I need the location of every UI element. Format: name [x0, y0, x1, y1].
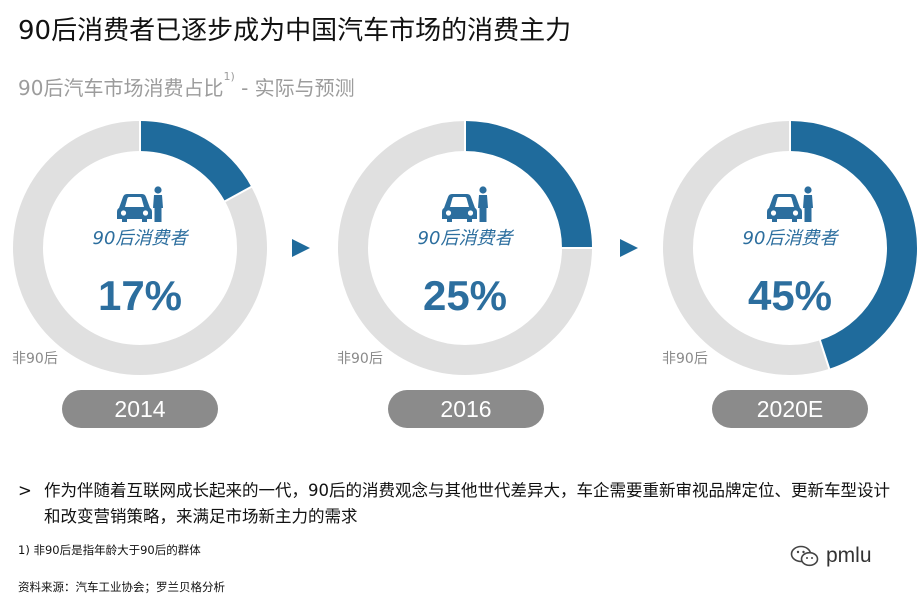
- value-label: 25%: [423, 272, 507, 319]
- non-90s-label: 非90后: [337, 351, 383, 367]
- year-pill-2020e: 2020E: [712, 390, 868, 428]
- wechat-icon: [790, 545, 819, 567]
- page-title: 90后消费者已逐步成为中国汽车市场的消费主力: [18, 16, 572, 46]
- chevron-right-icon: [620, 239, 638, 257]
- non-90s-label: 非90后: [662, 351, 708, 367]
- year-pill-2016: 2016: [388, 390, 544, 428]
- segment-divider: [223, 185, 253, 203]
- insight-text: 作为伴随着互联网成长起来的一代，90后的消费观念与其他世代差异大，车企需要重新审…: [44, 481, 890, 526]
- subtitle-footnote-mark: 1): [223, 70, 235, 83]
- chevron-right-icon: [292, 239, 310, 257]
- watermark-text: pmlu: [826, 544, 872, 567]
- car-person-icon: [442, 186, 488, 222]
- bullet-marker: >: [18, 481, 32, 500]
- footnote: 1) 非90后是指年龄大于90后的群体: [18, 543, 201, 557]
- donut-90s-segment: [139, 121, 252, 202]
- car-person-icon: [767, 186, 813, 222]
- non-90s-label: 非90后: [12, 351, 58, 367]
- value-label: 45%: [748, 272, 832, 319]
- center-label: 90后消费者: [743, 228, 840, 249]
- watermark: pmlu: [790, 543, 872, 569]
- center-label: 90后消费者: [93, 228, 190, 249]
- source-note: 资料来源：汽车工业协会；罗兰贝格分析: [18, 580, 225, 594]
- segment-divider: [818, 338, 831, 371]
- center-label: 90后消费者: [418, 228, 515, 249]
- subtitle-text: 90后汽车市场消费占比: [18, 76, 224, 100]
- year-pill-2014: 2014: [62, 390, 218, 428]
- donut-90s-segment: [789, 121, 917, 369]
- donut-90s-segment: [464, 121, 592, 249]
- car-person-icon: [117, 186, 163, 222]
- subtitle-suffix: - 实际与预测: [234, 76, 355, 100]
- donut-charts: 90后消费者 17% 非90后 90后消费者 25% 非90后 90后消费者 45% 非90后: [12, 120, 917, 375]
- value-label: 17%: [98, 272, 182, 319]
- page-subtitle: 90后汽车市场消费占比1) - 实际与预测: [18, 70, 355, 101]
